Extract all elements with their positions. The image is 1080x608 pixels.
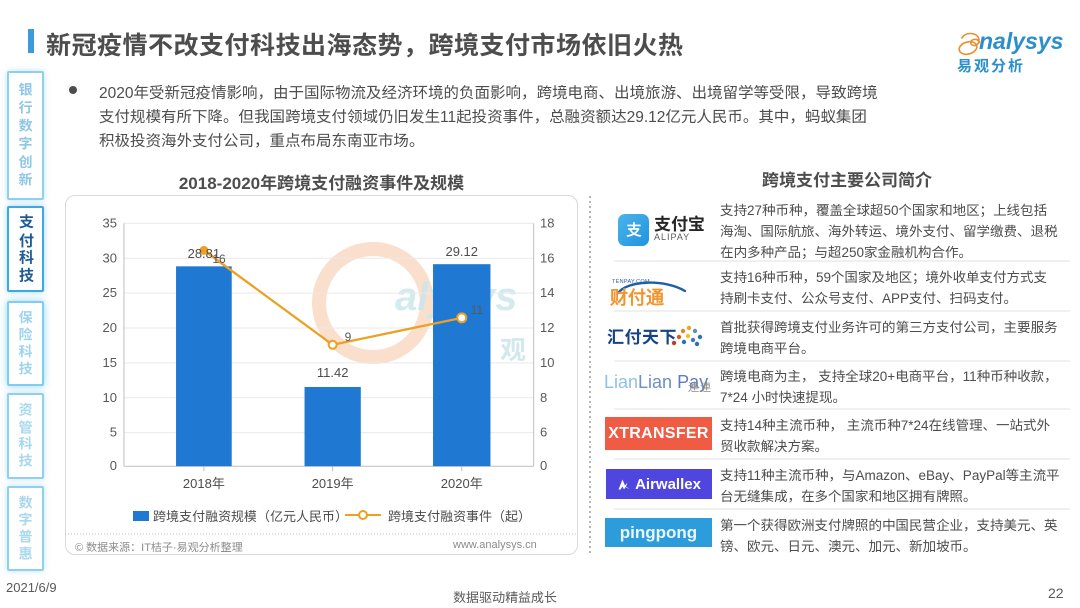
svg-text:8: 8	[540, 390, 547, 405]
svg-text:25: 25	[103, 285, 117, 300]
svg-text:16: 16	[540, 250, 554, 265]
svg-text:9: 9	[345, 330, 352, 344]
svg-text:15: 15	[103, 355, 117, 370]
svg-text:11.42: 11.42	[317, 365, 349, 380]
svg-text:10: 10	[103, 390, 117, 405]
svg-text:5: 5	[110, 425, 117, 440]
svg-text:12: 12	[540, 320, 554, 335]
svg-text:30: 30	[103, 250, 117, 265]
svg-text:29.12: 29.12	[445, 244, 478, 259]
svg-text:财付通: 财付通	[610, 287, 664, 308]
svg-text:2020年: 2020年	[441, 476, 483, 491]
svg-text:2019年: 2019年	[312, 476, 354, 491]
svg-text:35: 35	[103, 215, 117, 230]
svg-text:6: 6	[540, 425, 547, 440]
svg-text:14: 14	[540, 285, 554, 300]
svg-text:11: 11	[471, 303, 484, 317]
svg-text:0: 0	[540, 458, 547, 473]
svg-text:0: 0	[110, 458, 117, 473]
svg-text:16: 16	[212, 252, 226, 266]
svg-text:2018年: 2018年	[183, 476, 225, 491]
svg-text:10: 10	[540, 355, 554, 370]
svg-text:支: 支	[625, 221, 642, 239]
svg-text:18: 18	[540, 215, 554, 230]
svg-text:20: 20	[103, 320, 117, 335]
